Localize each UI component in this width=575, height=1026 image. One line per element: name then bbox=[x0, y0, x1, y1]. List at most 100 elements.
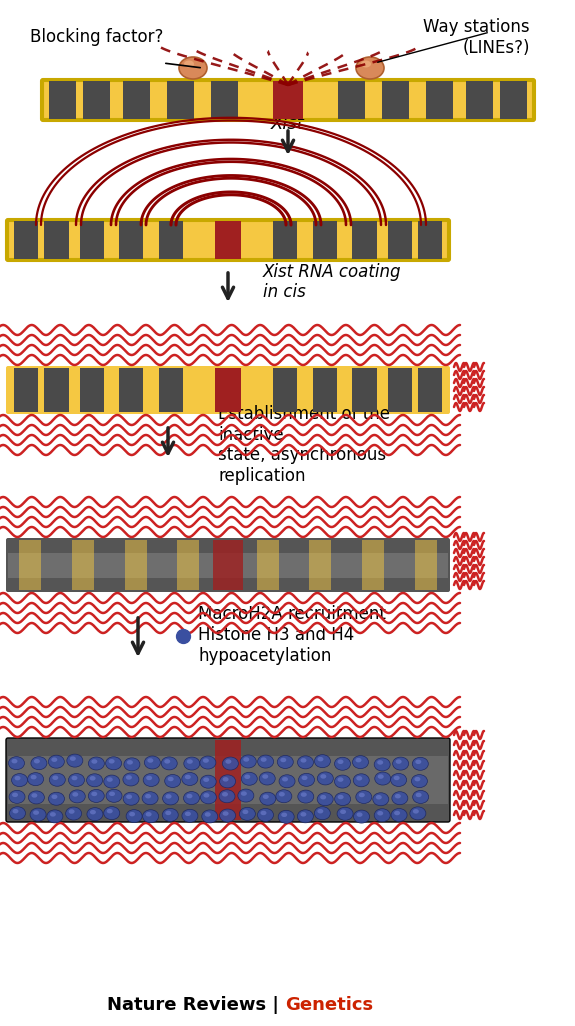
Ellipse shape bbox=[68, 774, 85, 787]
Bar bbox=[382, 81, 409, 119]
Ellipse shape bbox=[71, 776, 78, 781]
Ellipse shape bbox=[338, 795, 344, 799]
Ellipse shape bbox=[415, 777, 420, 782]
Ellipse shape bbox=[182, 810, 198, 822]
Ellipse shape bbox=[89, 757, 105, 770]
Bar bbox=[388, 368, 412, 412]
Ellipse shape bbox=[13, 808, 18, 814]
Ellipse shape bbox=[279, 775, 295, 788]
Ellipse shape bbox=[413, 790, 428, 803]
Text: Xist RNA coating
in cis: Xist RNA coating in cis bbox=[263, 263, 401, 302]
Ellipse shape bbox=[146, 776, 152, 780]
Ellipse shape bbox=[243, 757, 249, 761]
Bar bbox=[167, 81, 194, 119]
Ellipse shape bbox=[70, 756, 76, 761]
Bar bbox=[215, 740, 241, 820]
Ellipse shape bbox=[377, 811, 383, 816]
Ellipse shape bbox=[243, 810, 248, 814]
Ellipse shape bbox=[241, 791, 247, 796]
Ellipse shape bbox=[394, 776, 400, 780]
Ellipse shape bbox=[51, 794, 58, 799]
Ellipse shape bbox=[66, 807, 82, 820]
Ellipse shape bbox=[142, 792, 158, 804]
Ellipse shape bbox=[260, 811, 266, 816]
Text: Establishment of the
inactive
state, asynchronous
replication: Establishment of the inactive state, asy… bbox=[218, 405, 390, 485]
Bar bbox=[8, 756, 448, 804]
FancyBboxPatch shape bbox=[6, 366, 450, 415]
Ellipse shape bbox=[126, 810, 142, 823]
Ellipse shape bbox=[184, 61, 194, 68]
Ellipse shape bbox=[378, 775, 384, 779]
Bar bbox=[313, 221, 337, 259]
Ellipse shape bbox=[361, 61, 371, 68]
Bar bbox=[215, 368, 241, 412]
Ellipse shape bbox=[220, 810, 236, 822]
Bar bbox=[352, 221, 377, 259]
Ellipse shape bbox=[9, 756, 25, 770]
Bar bbox=[309, 540, 331, 590]
Ellipse shape bbox=[69, 790, 85, 803]
Ellipse shape bbox=[163, 792, 179, 805]
Ellipse shape bbox=[143, 774, 159, 787]
Bar bbox=[159, 221, 183, 259]
Ellipse shape bbox=[201, 791, 216, 803]
Ellipse shape bbox=[30, 808, 46, 821]
Ellipse shape bbox=[335, 792, 351, 805]
Ellipse shape bbox=[47, 810, 63, 823]
Bar bbox=[79, 368, 104, 412]
FancyBboxPatch shape bbox=[6, 738, 450, 822]
Ellipse shape bbox=[48, 792, 64, 805]
Bar bbox=[338, 81, 365, 119]
Ellipse shape bbox=[219, 790, 235, 802]
Ellipse shape bbox=[67, 754, 83, 767]
Ellipse shape bbox=[14, 776, 21, 781]
Ellipse shape bbox=[260, 792, 276, 805]
Ellipse shape bbox=[185, 812, 191, 816]
FancyBboxPatch shape bbox=[43, 81, 533, 119]
Bar bbox=[211, 81, 238, 119]
Ellipse shape bbox=[278, 811, 294, 823]
Ellipse shape bbox=[107, 778, 113, 782]
Ellipse shape bbox=[240, 755, 256, 767]
Ellipse shape bbox=[320, 795, 326, 799]
Ellipse shape bbox=[90, 776, 95, 781]
Ellipse shape bbox=[183, 792, 200, 804]
Bar bbox=[256, 540, 279, 590]
Bar bbox=[213, 540, 243, 590]
Text: Blocking factor?: Blocking factor? bbox=[30, 28, 163, 46]
Ellipse shape bbox=[220, 775, 236, 788]
Text: MacroH2A recruitment
Histone H3 and H4
hypoacetylation: MacroH2A recruitment Histone H3 and H4 h… bbox=[198, 605, 386, 665]
Ellipse shape bbox=[48, 755, 64, 768]
Ellipse shape bbox=[124, 758, 140, 771]
Ellipse shape bbox=[297, 810, 313, 823]
Ellipse shape bbox=[412, 757, 428, 771]
Bar bbox=[44, 221, 68, 259]
Bar bbox=[362, 540, 384, 590]
Ellipse shape bbox=[413, 810, 419, 814]
Ellipse shape bbox=[354, 811, 370, 823]
Text: Way stations
(LINEs?): Way stations (LINEs?) bbox=[423, 18, 530, 56]
Ellipse shape bbox=[317, 772, 334, 785]
Ellipse shape bbox=[204, 793, 209, 797]
Ellipse shape bbox=[259, 772, 275, 785]
Ellipse shape bbox=[109, 759, 114, 763]
Bar bbox=[388, 221, 412, 259]
Ellipse shape bbox=[239, 807, 255, 821]
Ellipse shape bbox=[238, 789, 254, 802]
Ellipse shape bbox=[317, 808, 323, 814]
Ellipse shape bbox=[395, 794, 401, 798]
Ellipse shape bbox=[411, 775, 427, 788]
Bar bbox=[119, 368, 143, 412]
Ellipse shape bbox=[147, 758, 154, 762]
Ellipse shape bbox=[164, 775, 181, 788]
Ellipse shape bbox=[144, 756, 160, 770]
Ellipse shape bbox=[335, 775, 351, 788]
Ellipse shape bbox=[87, 807, 103, 821]
Ellipse shape bbox=[262, 775, 268, 779]
Ellipse shape bbox=[179, 57, 207, 79]
Ellipse shape bbox=[203, 778, 209, 782]
Ellipse shape bbox=[298, 774, 315, 786]
Ellipse shape bbox=[89, 789, 104, 802]
Ellipse shape bbox=[416, 793, 421, 797]
Ellipse shape bbox=[126, 794, 132, 799]
